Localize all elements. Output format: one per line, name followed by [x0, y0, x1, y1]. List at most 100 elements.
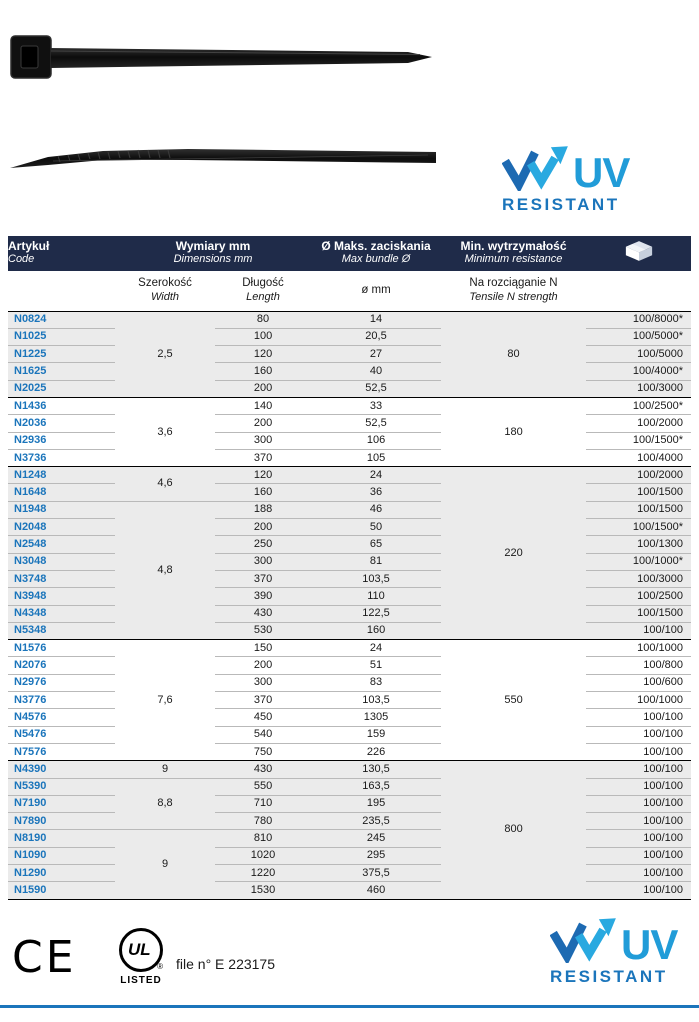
- cell-code: N1590: [8, 881, 115, 900]
- cell-diameter: 106: [311, 432, 442, 450]
- table-row: N1225 120 27 100/5000: [8, 345, 692, 364]
- cell-packaging: 100/100: [586, 847, 692, 866]
- cell-code: N2976: [8, 674, 115, 693]
- cell-width: 3,6: [115, 397, 215, 468]
- cell-length: 120: [215, 466, 312, 485]
- cell-packaging: 100/1000*: [586, 553, 692, 571]
- subheader-width-en: Width: [150, 291, 180, 304]
- cell-length: 530: [215, 622, 312, 641]
- table-header-row: Artykuł Code Wymiary mm Dimensions mm Ø …: [8, 236, 692, 271]
- cell-width: 9: [115, 829, 215, 900]
- cell-tensile: 220: [441, 466, 587, 641]
- ul-circle-icon: UL ®: [119, 928, 163, 972]
- cable-tie-tail-photo: [8, 140, 438, 189]
- cell-length: 370: [215, 691, 312, 710]
- subheader-code-empty: [8, 271, 115, 312]
- uv-label: UV: [621, 921, 678, 969]
- cell-diameter: 295: [311, 847, 442, 866]
- cell-width: 7,6: [115, 639, 215, 762]
- cell-code: N7576: [8, 743, 115, 762]
- cell-code: N1290: [8, 864, 115, 883]
- cell-diameter: 103,5: [311, 691, 442, 710]
- cell-length: 710: [215, 795, 312, 814]
- registered-trademark-icon: ®: [157, 962, 163, 971]
- cell-packaging: 100/5000: [586, 345, 692, 364]
- col-header-resistance-pl: Min. wytrzymałość: [460, 238, 567, 253]
- cell-code: N7190: [8, 795, 115, 814]
- cell-diameter: 460: [311, 881, 442, 900]
- cell-length: 160: [215, 483, 312, 502]
- table-row: N1590 1530 460 100/100: [8, 881, 692, 900]
- cell-diameter: 103,5: [311, 570, 442, 589]
- table-row: N2048 200 50 100/1500*: [8, 518, 692, 537]
- col-header-bundle-en: Max bundle Ø: [341, 253, 411, 266]
- cell-length: 370: [215, 570, 312, 589]
- cell-packaging: 100/100: [586, 812, 692, 831]
- cell-packaging: 100/100: [586, 795, 692, 814]
- double-check-arrow-icon: [550, 918, 616, 963]
- table-row: N4576 450 1305 100/100: [8, 708, 692, 727]
- cell-tensile: 800: [441, 760, 587, 900]
- cell-length: 810: [215, 829, 312, 848]
- cell-tensile: 550: [441, 639, 587, 762]
- cell-length: 200: [215, 380, 312, 398]
- ul-file-number: file n° E 223175: [176, 956, 276, 972]
- cell-length: 300: [215, 674, 312, 693]
- cell-code: N4348: [8, 605, 115, 623]
- cell-diameter: 52,5: [311, 414, 442, 433]
- cell-length: 390: [215, 587, 312, 606]
- cell-packaging: 100/100: [586, 829, 692, 848]
- cell-diameter: 1305: [311, 708, 442, 727]
- cell-code: N1225: [8, 345, 115, 364]
- cell-packaging: 100/800: [586, 656, 692, 675]
- cell-packaging: 100/5000*: [586, 328, 692, 347]
- cell-packaging: 100/8000*: [586, 311, 692, 329]
- cell-length: 200: [215, 518, 312, 537]
- col-header-bundle: Ø Maks. zaciskania Max bundle Ø: [311, 236, 442, 271]
- table-row: N5476 540 159 100/100: [8, 726, 692, 744]
- cell-packaging: 100/1000: [586, 639, 692, 658]
- table-row: N5348 530 160 100/100: [8, 622, 692, 641]
- cell-diameter: 226: [311, 743, 442, 762]
- subheader-tensile: Na rozciąganie N Tensile N strength: [441, 271, 587, 312]
- cell-length: 550: [215, 778, 312, 796]
- subheader-width: Szerokość Width: [115, 271, 215, 312]
- table-row: N2025 200 52,5 100/3000: [8, 380, 692, 398]
- cell-diameter: 110: [311, 587, 442, 606]
- ce-mark: CE: [12, 932, 77, 983]
- subheader-length: Długość Length: [215, 271, 312, 312]
- double-check-arrow-icon: [502, 146, 568, 191]
- table-row: N4348 430 122,5 100/1500: [8, 605, 692, 623]
- cell-diameter: 20,5: [311, 328, 442, 347]
- cell-tensile: 80: [441, 311, 587, 398]
- cell-packaging: 100/100: [586, 743, 692, 762]
- cell-diameter: 163,5: [311, 778, 442, 796]
- cell-diameter: 24: [311, 466, 442, 485]
- cell-tensile: 180: [441, 397, 587, 468]
- cell-length: 160: [215, 362, 312, 381]
- cell-packaging: 100/1500*: [586, 432, 692, 450]
- cell-packaging: 100/100: [586, 881, 692, 900]
- table-body: N0824 2,5 80 14 80 100/8000* N1025 100 20,5 100/5…: [8, 311, 692, 900]
- cable-tie-head-illustration: [10, 35, 432, 79]
- cell-packaging: 100/1500*: [586, 518, 692, 537]
- cell-length: 250: [215, 535, 312, 554]
- col-header-bundle-pl: Ø Maks. zaciskania: [321, 238, 431, 253]
- table-row: N3776 370 103,5 100/1000: [8, 691, 692, 710]
- col-header-dimensions-pl: Wymiary mm: [175, 238, 251, 253]
- cell-length: 150: [215, 639, 312, 658]
- subheader-diameter-label: ø mm: [361, 283, 391, 296]
- cell-packaging: 100/1300: [586, 535, 692, 554]
- uv-resistant-logo-bottom: UV RESISTANT: [550, 918, 678, 987]
- cell-code: N1090: [8, 847, 115, 866]
- cell-packaging: 100/100: [586, 708, 692, 727]
- cell-length: 1220: [215, 864, 312, 883]
- cell-packaging: 100/100: [586, 760, 692, 779]
- cable-tie-head-photo: [8, 26, 435, 97]
- table-row: N7190 710 195 100/100: [8, 795, 692, 814]
- cell-diameter: 375,5: [311, 864, 442, 883]
- cell-code: N2936: [8, 432, 115, 450]
- cell-diameter: 195: [311, 795, 442, 814]
- cell-packaging: 100/1500: [586, 501, 692, 520]
- cell-diameter: 33: [311, 397, 442, 416]
